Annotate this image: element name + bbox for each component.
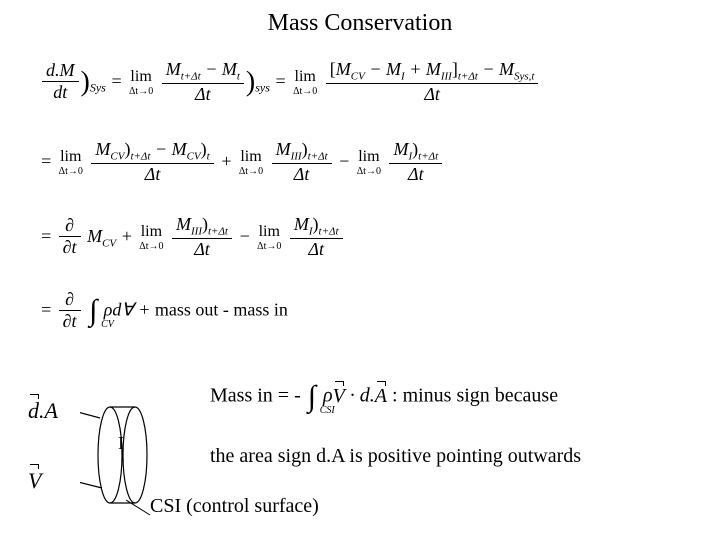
vector-a-icon: A [375,385,387,408]
equation-line-3: = ∂ ∂t MCV + limΔt→0 MIII)t+Δt Δt − limΔ… [40,215,345,260]
control-volume-diagram [80,400,190,530]
diagram-V-label: V [28,468,41,494]
page-title: Mass Conservation [0,0,720,45]
vector-v-icon: V [333,385,345,408]
equation-line-2: = limΔt→0 MCV)t+Δt − MCV)t Δt + limΔt→0 … [40,140,444,185]
diagram-dA-label: d.A [28,398,58,424]
equation-line-1: d.M dt )Sys = limΔt→0 Mt+Δt − Mt Δt )sys… [40,60,540,105]
mass-in-reason: the area sign d.A is positive pointing o… [210,445,581,468]
equation-line-4: = ∂ ∂t ∫CV ρd∀ + mass out - mass in [40,290,288,332]
mass-in-equation: Mass in = - ∫CSI ρV · d.A : minus sign b… [210,380,558,414]
